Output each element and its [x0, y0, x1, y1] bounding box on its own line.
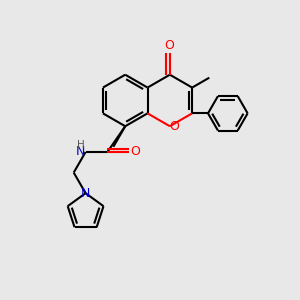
Text: H: H — [77, 140, 85, 150]
Text: O: O — [164, 40, 174, 52]
Text: O: O — [130, 146, 140, 158]
Text: N: N — [76, 146, 85, 158]
Text: N: N — [81, 187, 90, 200]
Text: O: O — [169, 120, 179, 133]
